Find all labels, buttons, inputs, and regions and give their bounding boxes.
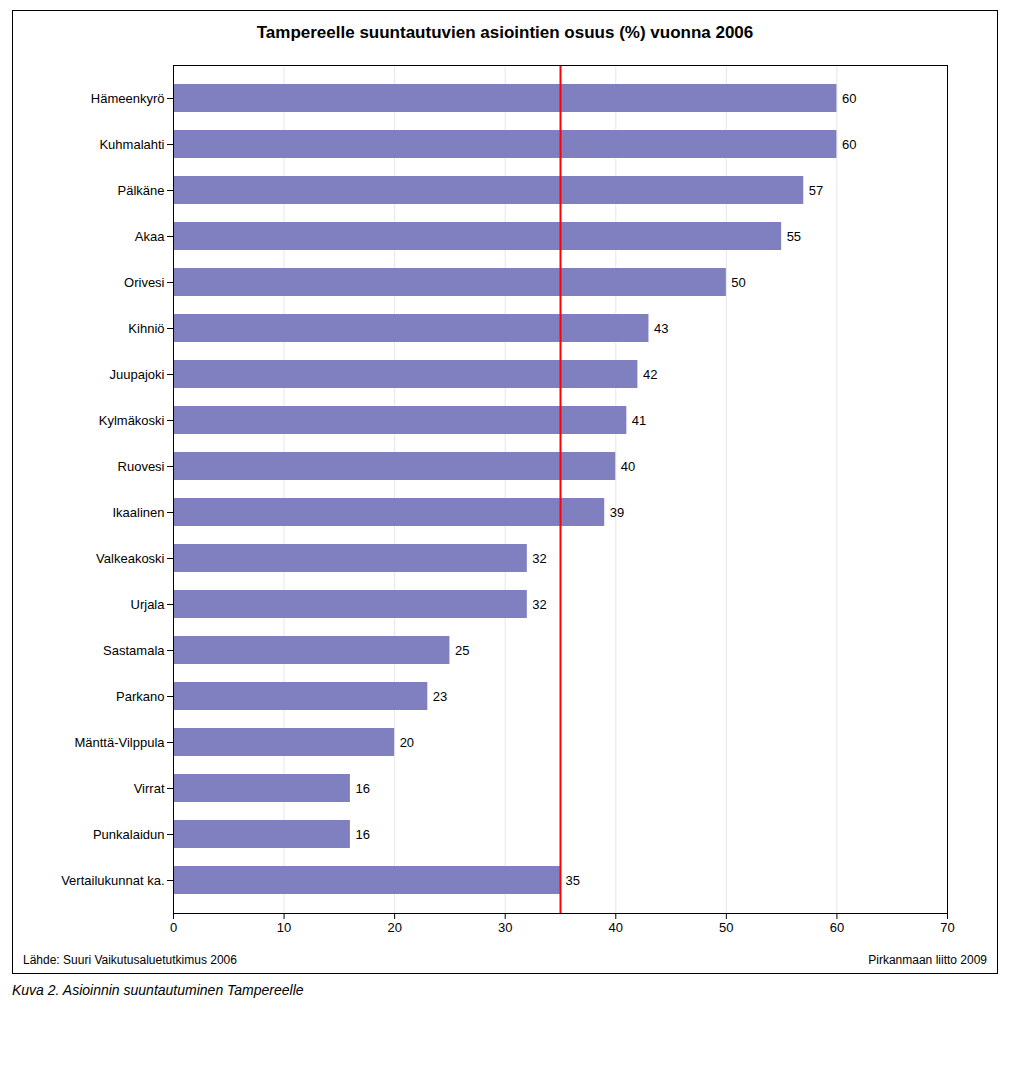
svg-text:55: 55	[787, 229, 801, 244]
html-text:Tampereelle suuntautuvien asio: Tampereelle suuntautuvien asiointien osu…	[256, 23, 754, 42]
svg-text:Valkeakoski: Valkeakoski	[96, 551, 165, 566]
svg-text:23: 23	[433, 689, 447, 704]
svg-text:Mänttä-Vilppula: Mänttä-Vilppula	[74, 735, 165, 750]
svg-text:50: 50	[719, 920, 733, 935]
svg-text:Vertailukunnat ka.: Vertailukunnat ka.	[61, 873, 164, 888]
svg-text:16: 16	[355, 781, 369, 796]
svg-text:Virrat: Virrat	[134, 781, 165, 796]
svg-text:Urjala: Urjala	[131, 597, 166, 612]
svg-text:Sastamala: Sastamala	[103, 643, 165, 658]
svg-text:Akaa: Akaa	[135, 229, 165, 244]
svg-text:43: 43	[654, 321, 668, 336]
svg-text:0: 0	[170, 920, 177, 935]
svg-text:60: 60	[830, 920, 844, 935]
svg-text:Parkano: Parkano	[116, 689, 164, 704]
svg-text:40: 40	[621, 459, 635, 474]
svg-text:32: 32	[532, 551, 546, 566]
svg-text:30: 30	[498, 920, 512, 935]
svg-text:20: 20	[400, 735, 414, 750]
svg-text:41: 41	[632, 413, 646, 428]
svg-text:Kuhmalahti: Kuhmalahti	[99, 137, 164, 152]
svg-text:Hämeenkyrö: Hämeenkyrö	[91, 91, 165, 106]
html-text:Lähde: Suuri Vaikutusaluetutki: Lähde: Suuri Vaikutusaluetutkimus 2006	[23, 953, 237, 967]
svg-text:20: 20	[387, 920, 401, 935]
svg-text:Kihniö: Kihniö	[128, 321, 164, 336]
svg-text:Ruovesi: Ruovesi	[118, 459, 165, 474]
svg-text:35: 35	[566, 873, 580, 888]
svg-text:39: 39	[610, 505, 624, 520]
svg-text:Punkalaidun: Punkalaidun	[93, 827, 165, 842]
svg-text:40: 40	[609, 920, 623, 935]
svg-text:42: 42	[643, 367, 657, 382]
svg-text:70: 70	[940, 920, 954, 935]
svg-text:25: 25	[455, 643, 469, 658]
svg-text:Kylmäkoski: Kylmäkoski	[99, 413, 165, 428]
svg-text:16: 16	[355, 827, 369, 842]
svg-text:32: 32	[532, 597, 546, 612]
svg-text:Orivesi: Orivesi	[124, 275, 165, 290]
svg-text:10: 10	[277, 920, 291, 935]
html-text:Pirkanmaan liitto 2009: Pirkanmaan liitto 2009	[868, 953, 987, 967]
svg-text:50: 50	[731, 275, 745, 290]
svg-text:Pälkäne: Pälkäne	[118, 183, 165, 198]
svg-text:Juupajoki: Juupajoki	[110, 367, 165, 382]
svg-text:60: 60	[842, 137, 856, 152]
html-text:Kuva 2. Asioinnin suuntautumin: Kuva 2. Asioinnin suuntautuminen Tampere…	[12, 982, 304, 998]
svg-text:Ikaalinen: Ikaalinen	[112, 505, 164, 520]
svg-text:57: 57	[809, 183, 823, 198]
svg-text:60: 60	[842, 91, 856, 106]
